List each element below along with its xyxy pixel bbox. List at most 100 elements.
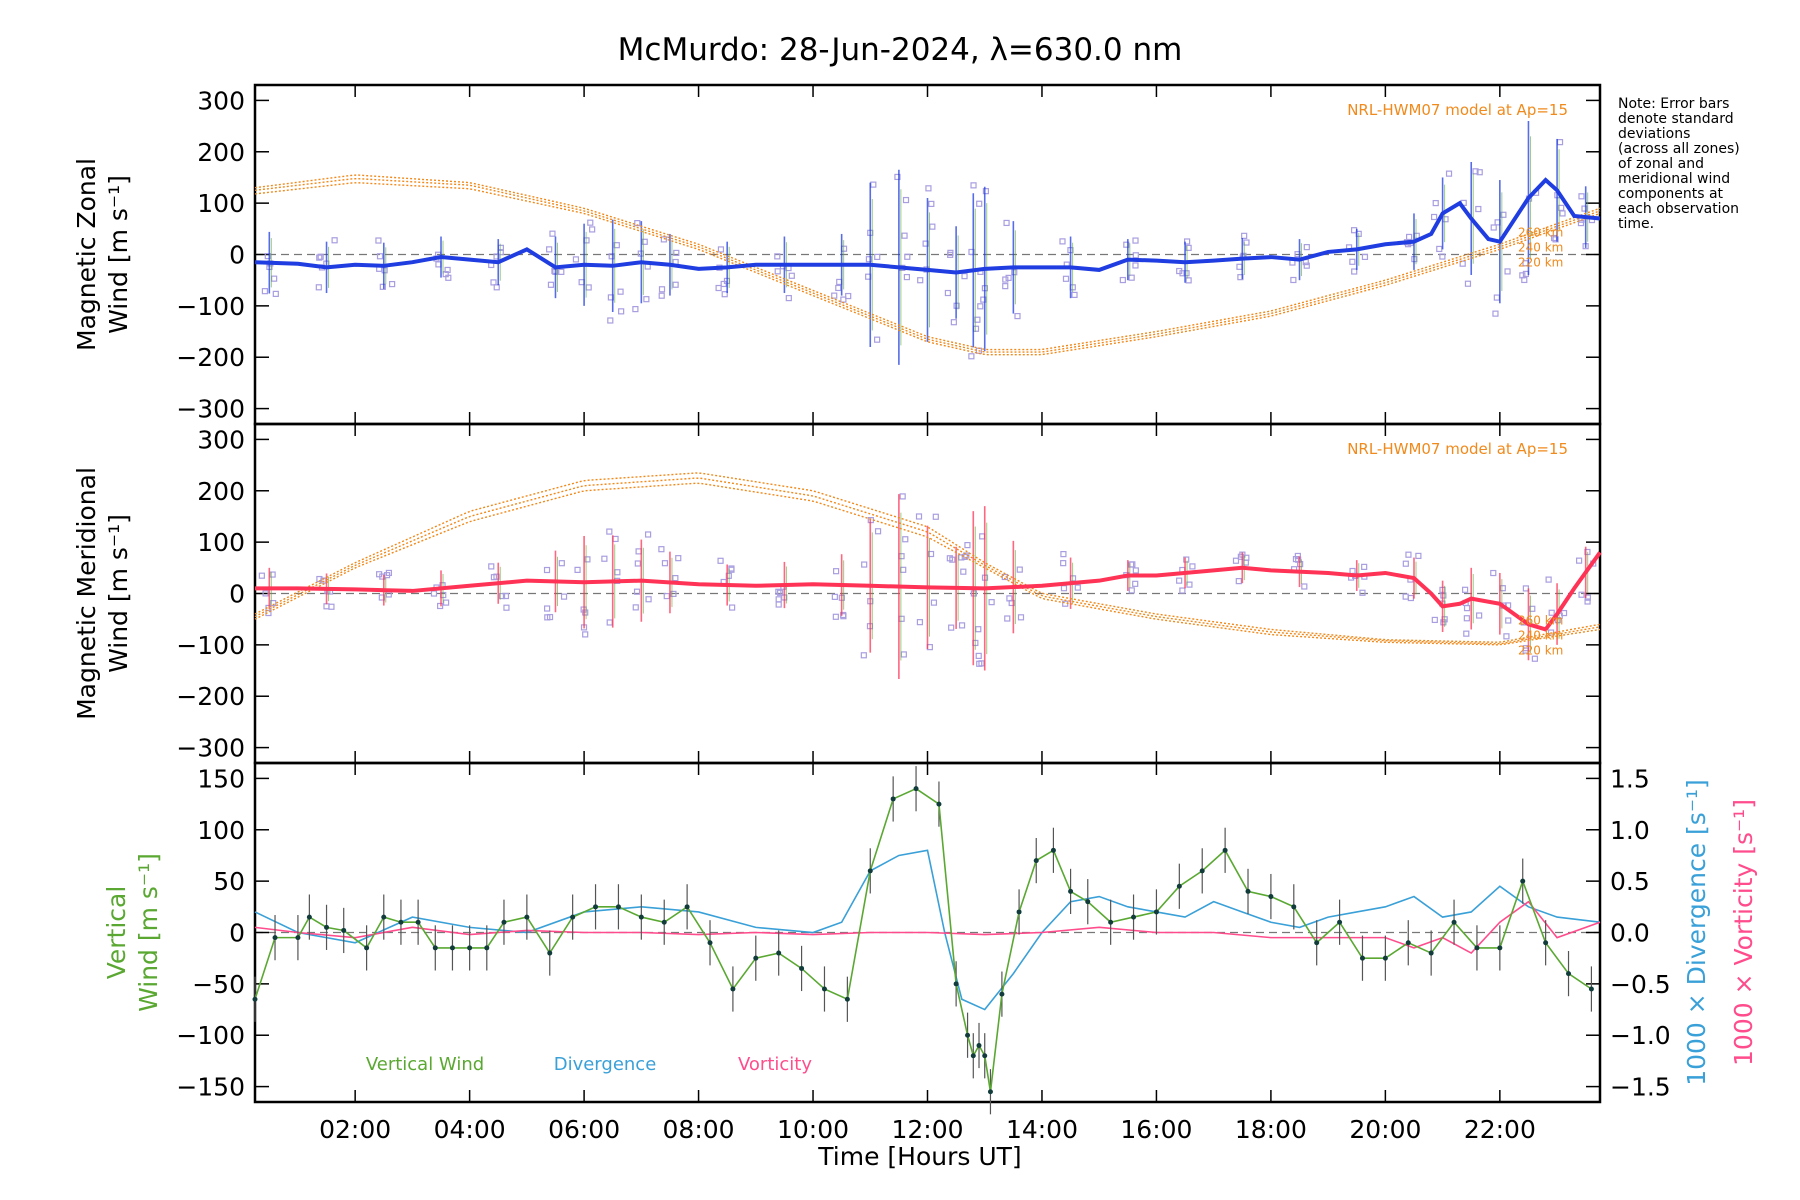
- y-tick-label: 200: [197, 477, 245, 506]
- zone-point: [1119, 276, 1126, 284]
- x-tick-label: 12:00: [891, 1115, 963, 1144]
- vertical-wind-point: [965, 1032, 971, 1038]
- zone-point: [900, 651, 907, 658]
- vertical-wind-point: [684, 904, 690, 910]
- zone-point: [1463, 615, 1470, 622]
- zone-point: [1014, 312, 1021, 320]
- vertical-wind-point: [776, 950, 782, 956]
- zone-point: [982, 188, 990, 195]
- zone-point: [917, 277, 924, 284]
- zone-point: [717, 557, 724, 564]
- zone-point: [950, 319, 957, 326]
- zone-point: [1002, 283, 1009, 290]
- zone-point: [1016, 566, 1023, 573]
- vertical-wind-point: [615, 904, 621, 910]
- zone-point: [898, 615, 905, 622]
- zone-point: [608, 253, 615, 260]
- zone-point: [488, 563, 495, 570]
- zone-point: [874, 253, 881, 261]
- zone-point: [961, 273, 968, 280]
- zone-point: [894, 173, 901, 181]
- zone-point: [493, 253, 500, 260]
- note-line: meridional wind: [1618, 171, 1730, 187]
- zone-point: [1062, 275, 1070, 282]
- y-tick-label: −200: [176, 682, 245, 711]
- vertical-wind-point: [1291, 904, 1297, 910]
- x-tick-label: 22:00: [1464, 1115, 1536, 1144]
- zone-point: [1237, 553, 1244, 560]
- zone-point: [331, 237, 338, 244]
- zone-point: [1445, 170, 1453, 177]
- x-tick-label: 14:00: [1006, 1115, 1078, 1144]
- zone-point: [601, 555, 608, 562]
- y-tick-label: 50: [213, 867, 245, 896]
- zone-point: [633, 588, 641, 595]
- zone-point: [1406, 233, 1413, 241]
- zone-point: [585, 284, 592, 291]
- zone-point: [672, 281, 679, 288]
- zone-point: [874, 336, 881, 343]
- zone-point: [1552, 236, 1559, 243]
- vertical-wind-point: [890, 796, 896, 802]
- zone-point: [1407, 594, 1414, 602]
- zone-point: [904, 253, 911, 260]
- zone-point: [1503, 633, 1510, 640]
- vertical-wind-point: [1068, 888, 1074, 894]
- vertical-wind-point: [638, 914, 644, 920]
- model-curve: [254, 482, 1601, 646]
- zone-point: [715, 284, 722, 292]
- zone-point: [587, 219, 594, 226]
- zone-point: [1128, 274, 1135, 281]
- zone-point: [1430, 213, 1438, 221]
- zone-point: [976, 660, 983, 667]
- zone-point: [1415, 552, 1422, 559]
- zone-point: [972, 325, 980, 332]
- zone-point: [1235, 578, 1242, 585]
- vertical-wind-point: [1033, 858, 1039, 864]
- zone-point: [1519, 272, 1526, 279]
- vertical-wind-point: [844, 996, 850, 1002]
- zone-point: [675, 555, 682, 562]
- y2-tick-label: 1.0: [1610, 816, 1650, 845]
- zone-point: [1132, 237, 1139, 244]
- zone-point: [775, 596, 782, 603]
- zone-point: [925, 185, 932, 192]
- zone-point: [1402, 593, 1409, 600]
- zone-point: [271, 275, 278, 282]
- y-axis-label: Wind [m s⁻¹]: [104, 514, 133, 673]
- vertical-wind-point: [1566, 971, 1572, 977]
- zone-point: [927, 550, 935, 558]
- zone-point: [269, 571, 276, 578]
- model-label: NRL-HWM07 model at Ap=15: [1347, 440, 1568, 458]
- vertical-wind-point: [570, 914, 576, 920]
- vertical-wind-point: [1382, 955, 1388, 961]
- zone-point: [632, 306, 639, 313]
- zone-point: [323, 603, 330, 610]
- zone-point: [544, 614, 551, 621]
- zone-point: [375, 237, 382, 244]
- zone-point: [944, 289, 952, 297]
- x-tick-label: 02:00: [319, 1115, 391, 1144]
- vertical-wind-point: [524, 914, 530, 920]
- zone-point: [1577, 219, 1585, 227]
- zone-point: [930, 599, 938, 606]
- zone-point: [1578, 591, 1585, 598]
- vertical-wind-point: [976, 1043, 982, 1048]
- zone-point: [1236, 263, 1243, 270]
- zone-point: [270, 599, 277, 607]
- vertical-wind-point: [1474, 945, 1480, 951]
- vertical-wind-point: [953, 981, 959, 987]
- zone-point: [976, 200, 983, 207]
- y2-tick-label: 1.5: [1610, 764, 1650, 793]
- zone-point: [1476, 612, 1483, 619]
- zone-point: [1060, 585, 1068, 592]
- vertical-wind-point: [1520, 878, 1526, 884]
- vertical-wind-point: [272, 935, 278, 941]
- vertical-wind-point: [381, 914, 387, 920]
- vertical-wind-point: [467, 945, 473, 951]
- vertical-wind-point: [593, 904, 599, 910]
- vertical-wind-point: [415, 919, 421, 925]
- vertical-wind-point: [449, 945, 455, 951]
- zone-point: [840, 613, 847, 620]
- y-tick-label: 100: [197, 816, 245, 845]
